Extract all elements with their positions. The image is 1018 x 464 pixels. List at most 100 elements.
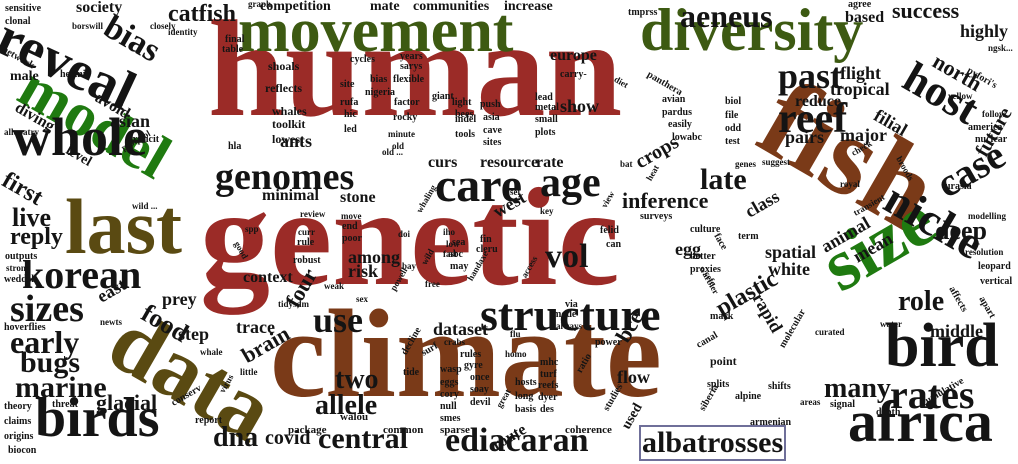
word-inference: inference: [622, 188, 709, 213]
word-yellow: yellow: [948, 91, 973, 101]
word-rocky: rocky: [393, 112, 418, 123]
word-royal: royal: [840, 179, 860, 189]
word-led: led: [344, 124, 357, 135]
word-stone: stone: [340, 189, 376, 206]
word-reflects: reflects: [265, 81, 303, 95]
word-weak: weak: [324, 281, 344, 291]
word-flexible: flexible: [393, 74, 425, 85]
word-cory: cory: [440, 389, 459, 400]
word-increase: increase: [504, 0, 553, 14]
word-lead: lead: [535, 92, 553, 103]
word-old: old: [392, 141, 405, 151]
word-rates: rates: [890, 372, 975, 417]
word-molecular: molecular: [777, 307, 809, 350]
word-sarys: sarys: [400, 61, 423, 72]
word-abc: abc: [448, 249, 463, 260]
word-flight: flight: [840, 63, 882, 83]
word-prey: prey: [162, 289, 197, 309]
word-live: live: [12, 203, 51, 232]
word-age: age: [540, 160, 601, 206]
word-always: always: [556, 321, 583, 331]
word-rule: rule: [297, 237, 315, 248]
word-whale: whale: [200, 347, 223, 357]
word-cave: cave: [483, 125, 502, 136]
word-crabs: crabs: [444, 337, 465, 347]
word-leopard: leopard: [978, 261, 1011, 272]
word-vol: vol: [545, 238, 589, 275]
word-coherence: coherence: [565, 424, 612, 436]
word-last: last: [65, 183, 182, 270]
word-ants: ants: [280, 131, 313, 151]
word-society: society: [76, 0, 123, 16]
word-biocon: biocon: [8, 445, 37, 456]
word-review: review: [300, 209, 326, 219]
word-allopatry: allopatry: [4, 127, 39, 137]
word-smes: smes: [440, 413, 461, 424]
word-reduce: reduce: [795, 93, 841, 110]
word-central: central: [318, 422, 408, 455]
word-context: context: [243, 269, 293, 286]
word-korean: korean: [22, 252, 142, 297]
word-small: small: [535, 114, 558, 125]
word-nigeria: nigeria: [365, 87, 395, 98]
word-low: low: [446, 239, 460, 249]
word-factor: factor: [394, 97, 420, 108]
word-shoals: shoals: [268, 59, 300, 73]
word-hic: hic: [344, 109, 357, 120]
word-via: via: [565, 299, 578, 310]
word-water: water: [880, 319, 902, 329]
word-fast: fast: [443, 249, 457, 259]
word-spp: spp: [245, 224, 259, 234]
word-long: long: [515, 391, 534, 402]
word-early: early: [10, 324, 80, 360]
word-genomes: genomes: [215, 156, 355, 198]
word-human: human: [208, 0, 623, 145]
word-end: end: [342, 221, 358, 232]
word-genes: genes: [735, 159, 756, 169]
word-gyre: gyre: [464, 360, 483, 371]
word-years: years: [400, 51, 423, 62]
word-indel: indel: [455, 114, 477, 125]
word-middle: middle: [930, 321, 984, 341]
word-light: light: [452, 97, 472, 108]
word-competition: competition: [260, 0, 331, 14]
word-sex: sex: [356, 294, 368, 304]
word-felid: felid: [600, 225, 619, 236]
word-move: move: [341, 211, 362, 221]
word-ngsk: ngsk...: [988, 43, 1013, 53]
word-armenian: armenian: [750, 417, 792, 428]
word-asian: asian: [110, 111, 151, 131]
word-weddell: weddell: [4, 274, 37, 285]
word-role: role: [898, 286, 945, 317]
word-metal: metal: [535, 102, 559, 113]
word-robust: robust: [293, 255, 321, 266]
word-may: may: [450, 261, 469, 272]
word-culture: culture: [690, 224, 721, 235]
word-affects: affects: [946, 284, 970, 315]
word-mate: mate: [370, 0, 400, 14]
word-site: site: [340, 79, 355, 90]
word-alpine: alpine: [735, 391, 762, 402]
word-proxies: proxies: [690, 264, 721, 275]
word-threat: threat: [52, 399, 78, 410]
word-curr: curr: [298, 227, 315, 237]
word-old: old ...: [382, 147, 404, 157]
word-bugs: bugs: [20, 346, 81, 379]
word-key: key: [540, 206, 554, 216]
word-care: care: [435, 159, 523, 212]
word-fin: fin: [480, 234, 492, 245]
word-minute: minute: [388, 129, 415, 139]
word-des: des: [540, 404, 554, 415]
word-canal: canal: [694, 329, 720, 351]
word-albatrosses: albatrosses: [638, 425, 787, 461]
word-null: null: [440, 401, 457, 412]
word-allele: allele: [315, 390, 378, 421]
word-agree: agree: [848, 0, 872, 10]
word-movement: movement: [238, 0, 514, 65]
word-push: push: [480, 99, 501, 110]
word-sparse: sparse: [440, 424, 470, 436]
word-tidysdm: tidysdm: [278, 299, 310, 309]
word-asia: asia: [483, 112, 500, 123]
word-success: success: [892, 0, 960, 23]
